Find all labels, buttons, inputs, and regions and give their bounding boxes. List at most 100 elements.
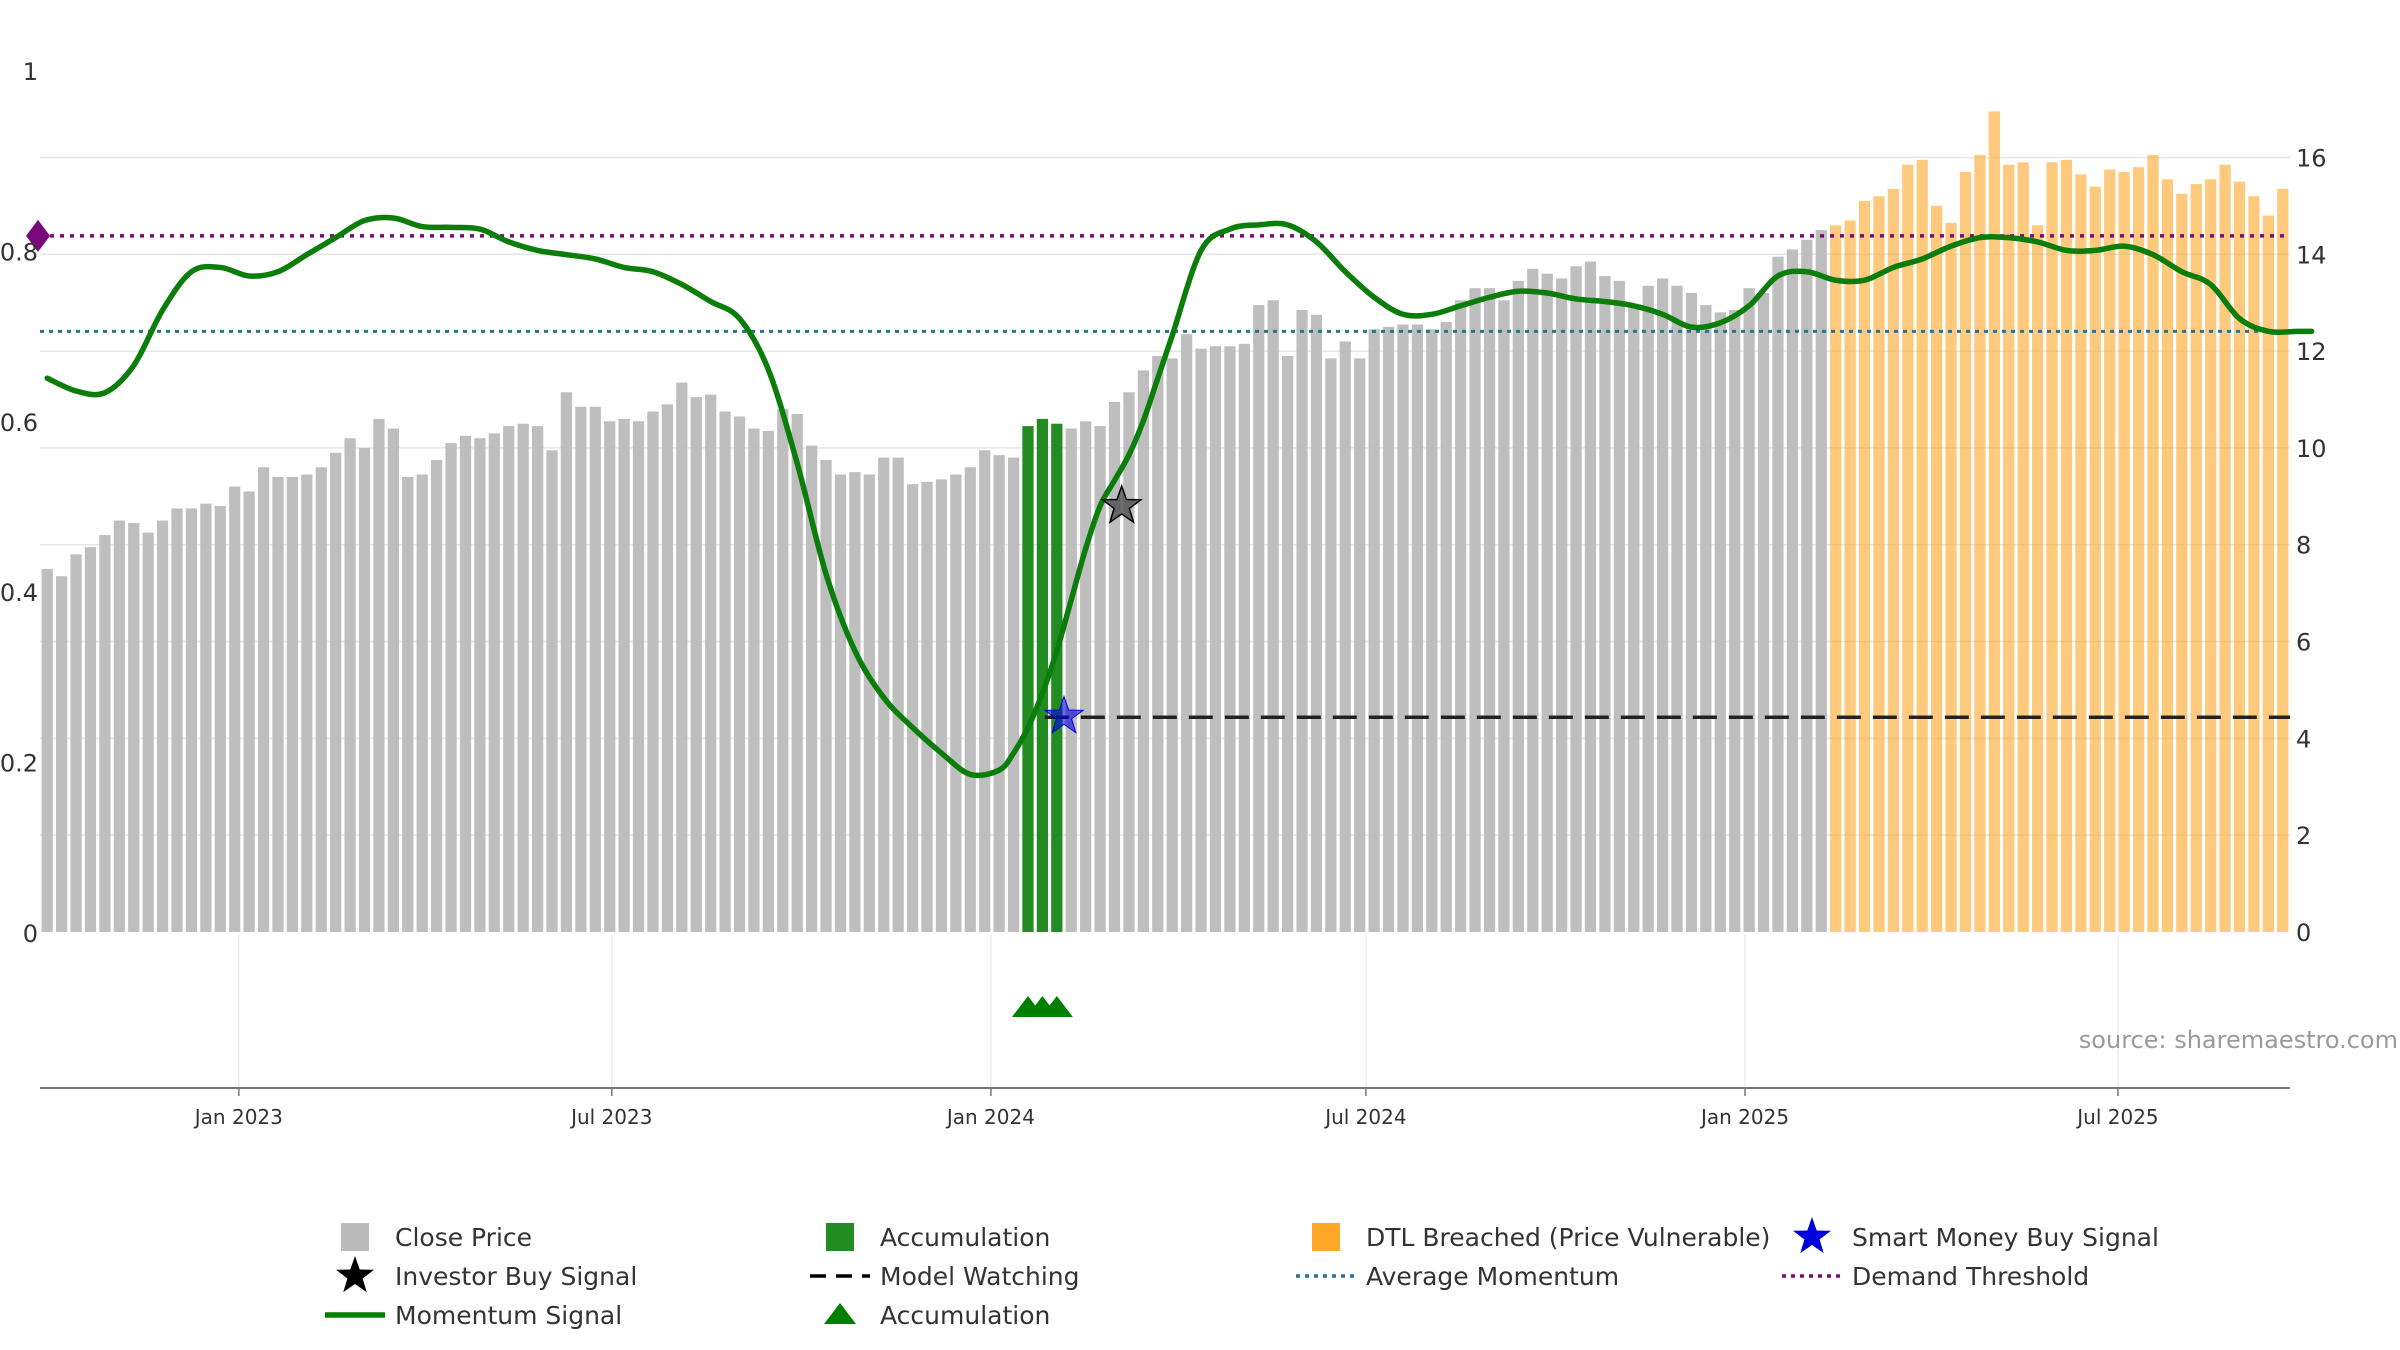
- close-price-bar: [1267, 300, 1279, 932]
- close-price-bar: [1700, 305, 1712, 932]
- legend-square-swatch: [1312, 1223, 1340, 1251]
- left-axis-tick-label: 0.6: [0, 409, 38, 437]
- close-price-bar: [993, 455, 1005, 932]
- legend-item: Smart Money Buy Signal: [1793, 1217, 2159, 1254]
- close-price-bar: [964, 467, 976, 932]
- close-price-bar: [1209, 346, 1222, 932]
- close-price-bar: [1166, 358, 1178, 932]
- close-price-bar: [1541, 273, 1553, 932]
- close-price-bar: [834, 474, 847, 932]
- close-price-bar: [128, 522, 140, 932]
- close-price-bar: [431, 460, 443, 932]
- close-price-bar: [1671, 285, 1683, 932]
- dtl-breached-bar: [1945, 222, 1957, 932]
- left-axis-tick-label: 0.8: [0, 238, 38, 266]
- right-axis-tick-label: 2: [2296, 822, 2311, 850]
- legend-triangle-swatch: [824, 1303, 856, 1324]
- close-price-bar: [1368, 329, 1380, 932]
- close-price-bar: [1469, 288, 1481, 933]
- dtl-breached-bar: [2161, 179, 2174, 932]
- x-tick-label: Jan 2025: [1699, 1105, 1789, 1129]
- dtl-breached-bar: [2233, 181, 2246, 933]
- close-price-bar: [531, 426, 544, 932]
- close-price-bar: [1397, 324, 1409, 932]
- close-price-bar: [1613, 280, 1625, 933]
- close-price-bar: [676, 382, 688, 932]
- close-price-bar: [906, 484, 919, 932]
- close-price-bar: [1512, 280, 1524, 933]
- legend-label: Demand Threshold: [1852, 1262, 2089, 1291]
- close-price-bar: [1007, 457, 1020, 932]
- dtl-breached-bar: [1844, 220, 1856, 933]
- close-price-bar: [488, 433, 500, 932]
- dtl-breached-bar: [1988, 111, 2000, 932]
- close-price-bar: [1556, 278, 1568, 932]
- close-price-bar: [1772, 256, 1784, 932]
- right-axis-tick-label: 10: [2296, 435, 2327, 463]
- legend: Close Price Accumulation DTL Breached (Pri…: [325, 1217, 2159, 1330]
- right-axis-tick-label: 0: [2296, 919, 2311, 947]
- close-price-bar: [1296, 309, 1308, 932]
- dtl-breached-bar: [1887, 188, 1899, 932]
- momentum-signal-path: [44, 214, 2315, 779]
- legend-label: Model Watching: [880, 1262, 1080, 1291]
- left-axis-tick-label: 1: [23, 58, 38, 86]
- close-price-bar: [1325, 358, 1337, 932]
- price-bars: [41, 111, 2289, 933]
- close-price-bar: [1440, 322, 1452, 933]
- close-price-bar: [632, 421, 645, 932]
- close-price-bar: [921, 481, 933, 932]
- close-price-bar: [791, 414, 803, 933]
- x-tick-label: Jan 2024: [945, 1105, 1035, 1129]
- legend-item: Accumulation: [824, 1301, 1050, 1330]
- x-grid: [238, 935, 2119, 1088]
- close-price-bar: [229, 486, 241, 932]
- accumulation-bar: [1022, 426, 1034, 932]
- dtl-breached-bar: [2031, 225, 2044, 932]
- close-price-bar: [1426, 329, 1438, 932]
- legend-label: Average Momentum: [1366, 1262, 1619, 1291]
- close-price-bar: [344, 438, 356, 932]
- close-price-bar: [777, 409, 789, 932]
- close-price-bar: [1628, 307, 1640, 933]
- right-axis-tick-label: 8: [2296, 532, 2311, 560]
- close-price-bar: [1642, 285, 1654, 932]
- legend-item: DTL Breached (Price Vulnerable): [1312, 1223, 1770, 1252]
- legend-label: DTL Breached (Price Vulnerable): [1366, 1223, 1770, 1252]
- close-price-bar: [1181, 334, 1193, 933]
- right-axis-tick-label: 6: [2296, 629, 2311, 657]
- close-price-bar: [748, 428, 760, 932]
- dtl-breached-bar: [2046, 162, 2058, 932]
- legend-item: Demand Threshold: [1782, 1262, 2089, 1291]
- right-axis-tick-label: 4: [2296, 725, 2311, 753]
- close-price-bar: [330, 452, 342, 932]
- dtl-breached-bar: [2089, 186, 2101, 932]
- close-price-bar: [762, 430, 774, 932]
- dtl-breached-bar: [1916, 159, 1928, 932]
- accumulation-triangle: [1040, 996, 1073, 1017]
- right-axis-tick-label: 16: [2296, 144, 2327, 172]
- close-price-bar: [589, 406, 601, 932]
- close-price-bar: [214, 506, 226, 932]
- legend-item: Close Price: [341, 1223, 532, 1252]
- close-price-bar: [950, 474, 962, 932]
- close-price-bar: [113, 520, 125, 932]
- close-price-bar: [1224, 346, 1236, 932]
- close-price-bar: [1137, 370, 1149, 932]
- close-price-bar: [1354, 358, 1366, 932]
- close-price-bar: [459, 435, 472, 932]
- close-price-bar: [373, 418, 385, 932]
- accumulation-bar: [1036, 418, 1049, 932]
- close-price-bar: [1498, 300, 1510, 932]
- legend-item: Model Watching: [810, 1262, 1080, 1291]
- close-price-bar: [301, 474, 313, 932]
- close-price-bar: [272, 476, 284, 932]
- right-axis-ticks: 0 2 4 6 8 10 12 14 16: [2296, 144, 2327, 947]
- close-price-bar: [1411, 324, 1424, 932]
- dtl-breached-bar: [2147, 155, 2159, 933]
- dtl-breached-bar: [1873, 196, 1885, 932]
- x-tick-label: Jul 2023: [569, 1105, 652, 1129]
- close-price-bar: [733, 416, 746, 932]
- dtl-breached-bar: [2248, 196, 2260, 932]
